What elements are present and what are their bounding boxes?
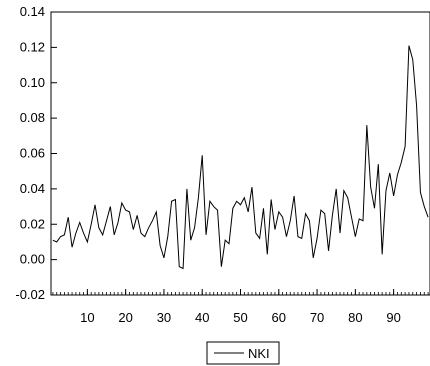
legend-label-nki: NKI — [248, 346, 270, 361]
x-tick-label: 30 — [157, 310, 171, 325]
y-tick-label: -0.02 — [15, 287, 45, 302]
x-tick-label: 50 — [233, 310, 247, 325]
x-tick-label: 70 — [310, 310, 324, 325]
y-tick-label: 0.02 — [20, 216, 45, 231]
y-tick-label: 0.04 — [20, 181, 45, 196]
y-tick-label: 0.08 — [20, 110, 45, 125]
x-tick-label: 90 — [386, 310, 400, 325]
y-tick-label: 0.00 — [20, 252, 45, 267]
y-tick-label: 0.10 — [20, 75, 45, 90]
x-tick-label: 20 — [118, 310, 132, 325]
series-layer — [52, 45, 429, 270]
legend: NKI — [206, 341, 280, 365]
x-tick-label: 60 — [272, 310, 286, 325]
y-tick-label: 0.12 — [20, 39, 45, 54]
x-axis: 10 20 30 40 50 60 70 80 90 — [80, 289, 401, 325]
series-line-nki — [52, 45, 429, 270]
x-tick-label: 40 — [195, 310, 209, 325]
x-tick-label: 10 — [80, 310, 94, 325]
y-tick-label: 0.06 — [20, 146, 45, 161]
plot-frame — [50, 11, 430, 296]
x-tick-label: 80 — [348, 310, 362, 325]
y-tick-label: 0.14 — [20, 4, 45, 19]
y-axis: -0.02 0.00 0.02 0.04 0.06 0.08 0.10 0.12 0.14 — [15, 4, 57, 302]
x-minor-ticks — [52, 292, 429, 295]
